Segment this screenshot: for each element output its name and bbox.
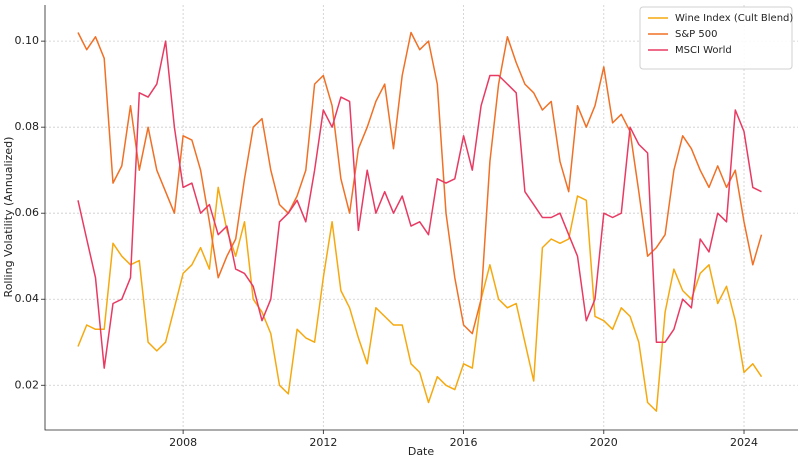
y-tick-label: 0.10 (15, 34, 40, 47)
legend-label: MSCI World (675, 45, 732, 56)
legend-label: S&P 500 (675, 29, 717, 40)
x-tick-label: 2016 (450, 436, 478, 449)
x-axis-label: Date (408, 445, 435, 458)
axis-frame (44, 5, 798, 431)
series-line (77, 186, 763, 412)
y-axis-label: Rolling Volatility (Annualized) (2, 137, 15, 298)
x-tick-label: 2012 (309, 436, 337, 449)
y-tick-label: 0.02 (15, 378, 40, 391)
series-line (77, 31, 763, 335)
legend-label: Wine Index (Cult Blend) (675, 13, 793, 24)
series-line (77, 40, 762, 369)
x-tick-label: 2020 (590, 436, 618, 449)
x-tick-label: 2008 (169, 436, 197, 449)
x-tick-label: 2024 (730, 436, 758, 449)
y-tick-label: 0.08 (15, 120, 40, 133)
y-tick-label: 0.04 (15, 292, 40, 305)
legend-box (639, 6, 793, 70)
y-tick-label: 0.06 (15, 206, 40, 219)
